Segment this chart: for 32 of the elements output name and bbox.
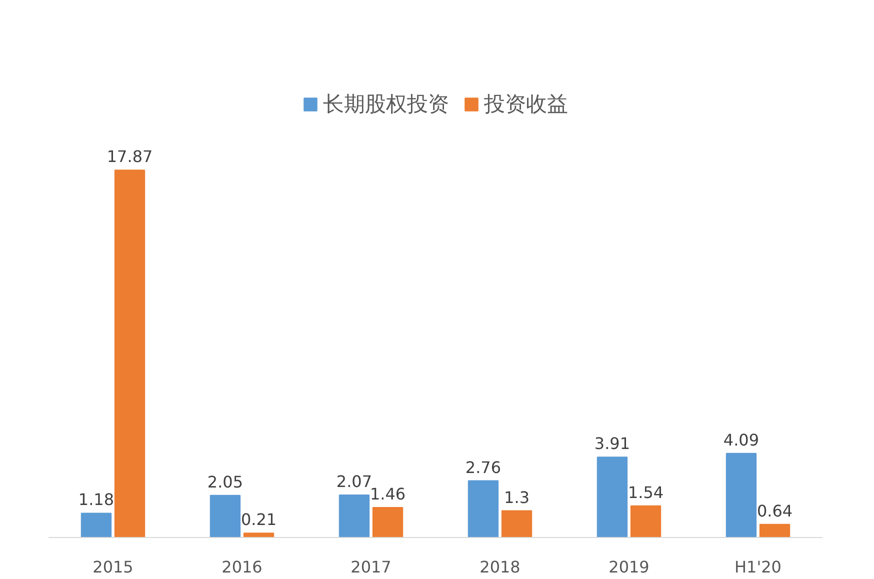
data-label: 0.21 bbox=[240, 510, 277, 530]
data-label: 1.3 bbox=[504, 488, 530, 507]
data-label: 17.87 bbox=[106, 147, 153, 166]
bar bbox=[468, 480, 499, 538]
bar bbox=[726, 452, 757, 538]
legend-label: 长期股权投资 bbox=[323, 91, 449, 118]
x-tick-label: 2019 bbox=[608, 558, 650, 576]
data-label: 4.09 bbox=[723, 430, 760, 450]
x-tick-label: 2015 bbox=[92, 558, 134, 576]
bar bbox=[338, 494, 370, 538]
bar bbox=[80, 512, 112, 538]
bar bbox=[596, 456, 628, 538]
bar bbox=[501, 510, 532, 538]
data-label: 1.54 bbox=[628, 482, 664, 502]
x-tick-label: 2017 bbox=[350, 558, 392, 576]
x-tick-label: 2016 bbox=[222, 558, 262, 576]
data-label: 1.46 bbox=[370, 484, 406, 504]
bar bbox=[114, 170, 146, 538]
bar bbox=[759, 524, 790, 538]
data-label: 2.07 bbox=[336, 472, 372, 491]
x-tick-label: 2018 bbox=[480, 558, 520, 576]
data-label: 1.18 bbox=[78, 490, 114, 510]
bar bbox=[372, 506, 404, 538]
x-tick-label: H1'20 bbox=[734, 558, 782, 576]
data-label: 2.05 bbox=[207, 472, 244, 492]
bar bbox=[210, 494, 241, 538]
data-label: 0.64 bbox=[756, 501, 793, 520]
bar bbox=[630, 505, 662, 538]
data-label: 2.76 bbox=[465, 458, 502, 477]
data-label: 3.91 bbox=[594, 434, 630, 454]
bar bbox=[243, 532, 274, 538]
legend-label: 投资收益 bbox=[484, 91, 568, 118]
